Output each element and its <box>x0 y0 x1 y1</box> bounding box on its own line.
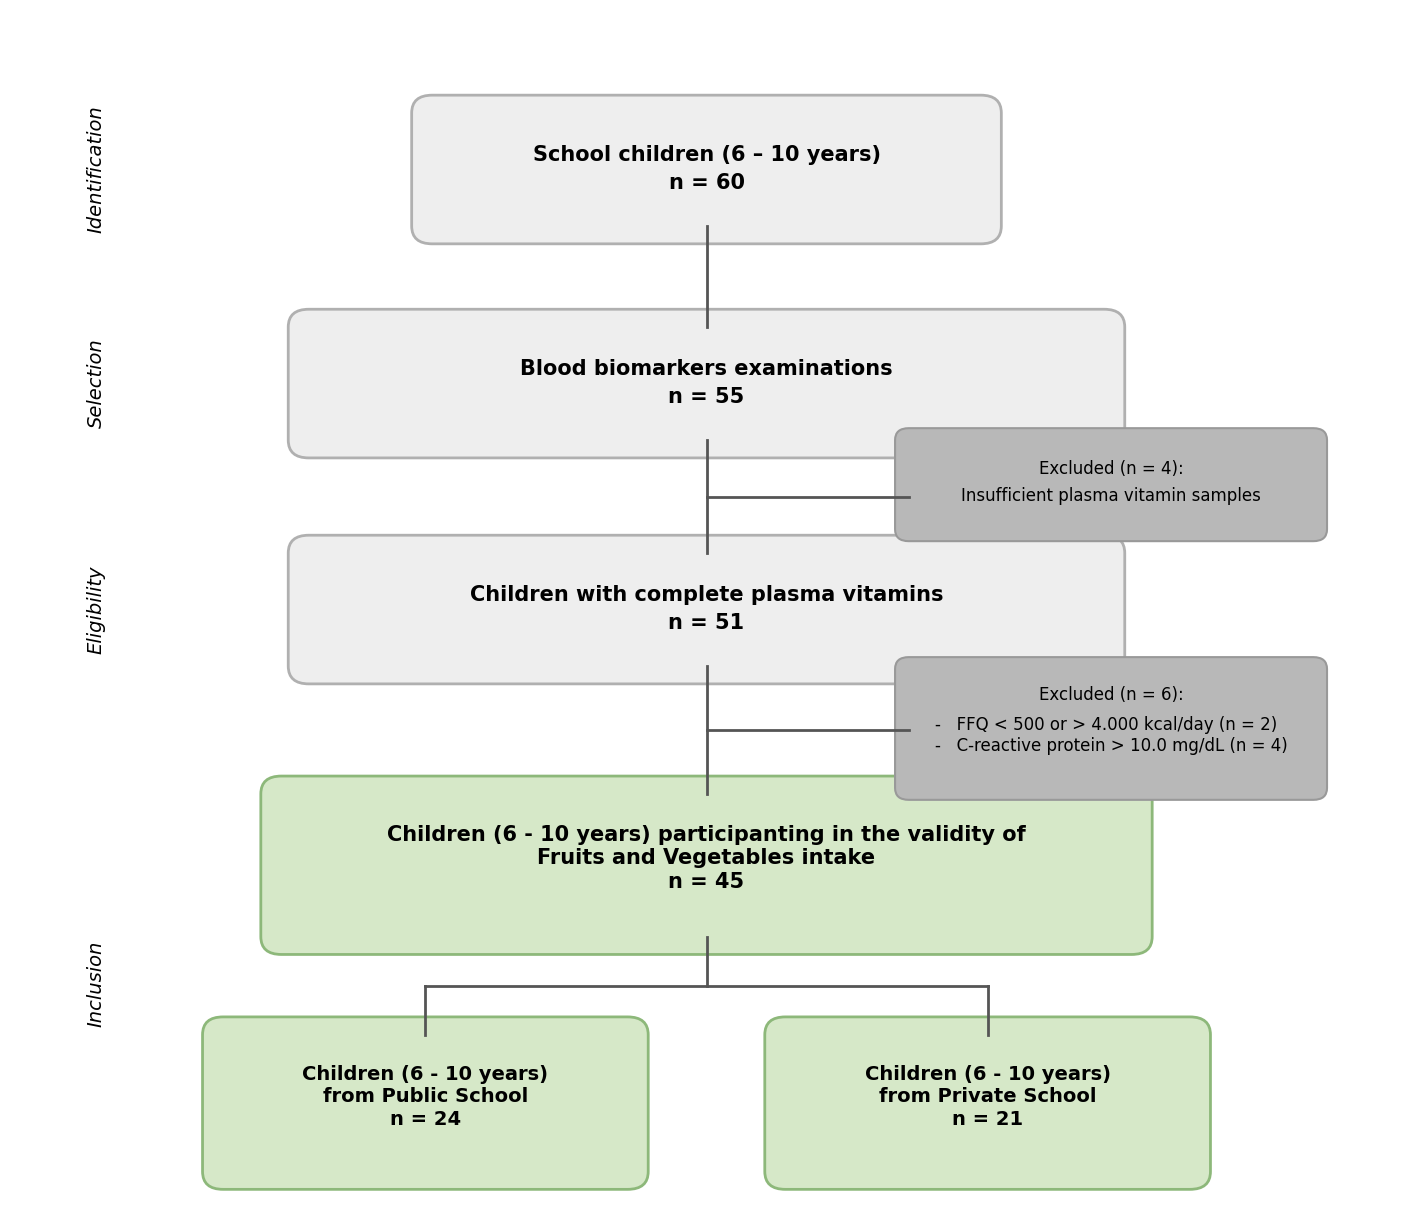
FancyBboxPatch shape <box>894 428 1327 542</box>
Text: n = 51: n = 51 <box>668 613 745 633</box>
Text: Eligibility: Eligibility <box>86 565 106 654</box>
FancyBboxPatch shape <box>764 1017 1211 1189</box>
Text: n = 45: n = 45 <box>668 872 745 892</box>
Text: Children (6 - 10 years)
from Private School: Children (6 - 10 years) from Private Sch… <box>865 1065 1111 1105</box>
Text: Children with complete plasma vitamins: Children with complete plasma vitamins <box>469 585 944 604</box>
FancyBboxPatch shape <box>288 535 1125 684</box>
FancyBboxPatch shape <box>288 309 1125 458</box>
Text: Selection: Selection <box>86 339 106 428</box>
Text: n = 60: n = 60 <box>668 172 745 193</box>
Text: Identification: Identification <box>86 106 106 234</box>
Text: Inclusion: Inclusion <box>86 940 106 1028</box>
Text: n = 55: n = 55 <box>668 387 745 406</box>
Text: Excluded (n = 4):: Excluded (n = 4): <box>1039 459 1184 478</box>
Text: Blood biomarkers examinations: Blood biomarkers examinations <box>520 359 893 379</box>
Text: n = 24: n = 24 <box>390 1109 461 1129</box>
FancyBboxPatch shape <box>261 776 1152 954</box>
Text: Excluded (n = 6):: Excluded (n = 6): <box>1039 686 1184 704</box>
Text: Insufficient plasma vitamin samples: Insufficient plasma vitamin samples <box>961 487 1260 505</box>
FancyBboxPatch shape <box>411 95 1002 244</box>
Text: n = 21: n = 21 <box>952 1109 1023 1129</box>
Text: School children (6 – 10 years): School children (6 – 10 years) <box>533 145 880 165</box>
Text: Children (6 - 10 years) participanting in the validity of
Fruits and Vegetables : Children (6 - 10 years) participanting i… <box>387 825 1026 868</box>
FancyBboxPatch shape <box>202 1017 649 1189</box>
Text: Children (6 - 10 years)
from Public School: Children (6 - 10 years) from Public Scho… <box>302 1065 548 1105</box>
FancyBboxPatch shape <box>894 657 1327 800</box>
Text: -   FFQ < 500 or > 4.000 kcal/day (n = 2)
-   C-reactive protein > 10.0 mg/dL (n: - FFQ < 500 or > 4.000 kcal/day (n = 2) … <box>934 715 1287 755</box>
